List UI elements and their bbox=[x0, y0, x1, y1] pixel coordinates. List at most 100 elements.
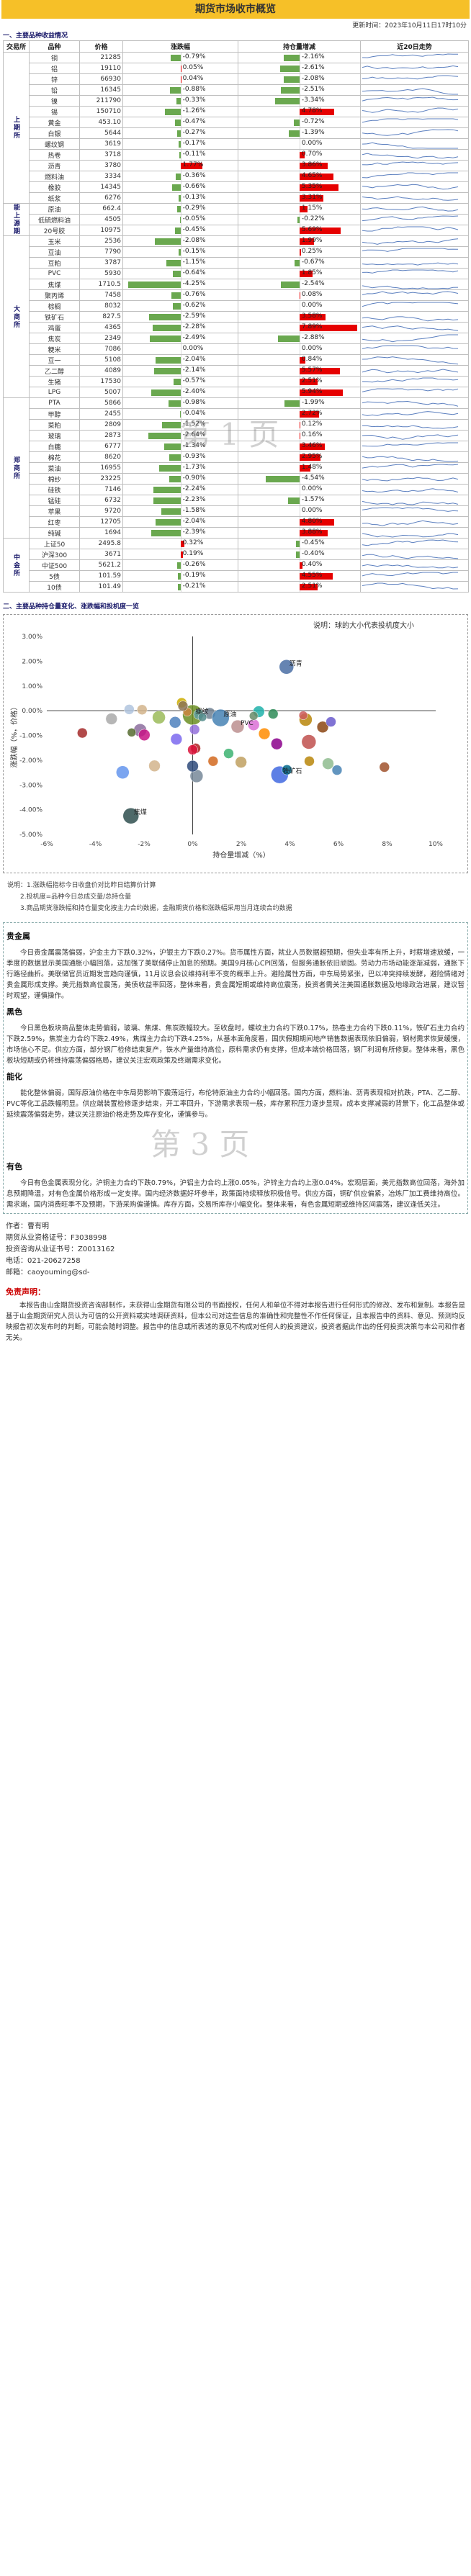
open-interest-cell: 1.48% bbox=[238, 462, 361, 474]
sparkline-path bbox=[362, 582, 459, 590]
y-tick-label: 1.00% bbox=[22, 683, 42, 690]
sparkline-path bbox=[362, 377, 459, 382]
product-price: 8032 bbox=[79, 300, 123, 312]
change-cell: -0.27% bbox=[122, 127, 238, 139]
product-price: 2809 bbox=[79, 419, 123, 431]
text-nonferrous: 今日有色金属表现分化，沪铜主力合约下跌0.79%，沪铝主力合约上涨0.05%，沪… bbox=[6, 1179, 465, 1209]
table-row: 铁矿石 827.5 -2.59% 3.58% bbox=[4, 311, 469, 323]
sparkline bbox=[362, 184, 459, 189]
open-interest-cell: -1.39% bbox=[238, 127, 361, 139]
change-bar bbox=[169, 87, 181, 94]
chart-notes: 说明：1.涨跌幅指标今日收盘价对比昨日结算价计算 2.投机度=品种今日总成交量/… bbox=[0, 876, 471, 918]
product-price: 827.5 bbox=[79, 311, 123, 323]
open-interest-value: -2.88% bbox=[301, 334, 325, 341]
sparkline bbox=[362, 554, 459, 559]
product-name: 螺纹钢 bbox=[29, 138, 80, 150]
sparkline-path bbox=[362, 184, 459, 189]
change-value: -0.27% bbox=[182, 129, 206, 136]
x-tick-label: -2% bbox=[138, 841, 151, 848]
sparkline bbox=[362, 356, 459, 364]
open-interest-value: 4.65% bbox=[301, 172, 323, 179]
change-cell: -0.05% bbox=[122, 214, 238, 225]
product-name: 热卷 bbox=[29, 149, 80, 161]
change-bar bbox=[179, 152, 181, 158]
sparkline bbox=[362, 301, 459, 307]
change-value: -0.11% bbox=[182, 150, 206, 158]
change-value: -2.23% bbox=[182, 496, 206, 503]
open-interest-cell: 5.69% bbox=[238, 225, 361, 236]
open-interest-value: -4.54% bbox=[301, 474, 325, 482]
change-cell: -0.62% bbox=[122, 300, 238, 312]
change-value: -0.17% bbox=[182, 140, 206, 147]
bubble-point bbox=[177, 701, 189, 711]
trend-cell bbox=[360, 343, 469, 355]
product-name: 菜粕 bbox=[29, 419, 80, 431]
open-interest-cell: -2.88% bbox=[238, 333, 361, 344]
table-row: 棕榈 8032 -0.62% 0.00% bbox=[4, 300, 469, 312]
author-email[interactable]: 邮箱：caoyouming@sd- bbox=[6, 1269, 90, 1276]
trend-cell bbox=[360, 149, 469, 161]
sparkline-path bbox=[362, 153, 459, 158]
change-bar bbox=[180, 541, 184, 547]
table-row: PVC 5930 -0.64% 1.85% bbox=[4, 268, 469, 279]
col-change: 涨跌幅 bbox=[122, 40, 238, 53]
disclaimer: 免责声明： 本报告由山金期货投资咨询部制作，未获得山金期货有限公司的书面授权，任… bbox=[0, 1286, 471, 1343]
bubble-point bbox=[235, 756, 247, 768]
change-cell: -0.33% bbox=[122, 95, 238, 107]
trend-cell bbox=[360, 538, 469, 549]
product-name: 燃料油 bbox=[29, 171, 80, 182]
change-value: -0.15% bbox=[182, 248, 206, 255]
bubble-label: PVC bbox=[241, 720, 254, 727]
sparkline bbox=[362, 315, 459, 321]
trend-cell bbox=[360, 63, 469, 74]
product-name: 鸡蛋 bbox=[29, 322, 80, 333]
open-interest-cell: 4.80% bbox=[238, 516, 361, 528]
open-interest-cell: 1.99% bbox=[238, 235, 361, 247]
change-bar bbox=[151, 389, 181, 396]
bubble-point bbox=[170, 733, 183, 745]
open-interest-cell: 0.84% bbox=[238, 354, 361, 366]
open-interest-value: -0.22% bbox=[301, 215, 325, 222]
product-price: 211790 bbox=[79, 95, 123, 107]
table-row: 生猪 17530 -0.57% 2.51% bbox=[4, 376, 469, 387]
open-interest-cell: -0.45% bbox=[238, 538, 361, 549]
bubble-point bbox=[279, 659, 295, 675]
sparkline-path bbox=[362, 315, 459, 321]
product-price: 17530 bbox=[79, 376, 123, 387]
open-interest-cell: 0.16% bbox=[238, 430, 361, 441]
change-cell: -1.15% bbox=[122, 257, 238, 269]
sparkline-path bbox=[362, 325, 459, 331]
product-name: 锡 bbox=[29, 106, 80, 117]
bubble-point bbox=[207, 756, 219, 767]
product-name: 棉纱 bbox=[29, 473, 80, 485]
open-interest-cell: 2.51% bbox=[238, 376, 361, 387]
open-interest-value: 0.00% bbox=[301, 507, 323, 514]
open-interest-cell: -0.40% bbox=[238, 549, 361, 560]
sparkline bbox=[362, 172, 458, 178]
product-price: 4505 bbox=[79, 214, 123, 225]
trend-cell bbox=[360, 527, 469, 539]
open-interest-value: -3.34% bbox=[301, 96, 325, 104]
x-axis-label: 持仓量增减（%） bbox=[212, 850, 270, 860]
sparkline-path bbox=[362, 456, 459, 461]
open-interest-bar bbox=[280, 282, 300, 288]
trend-cell bbox=[360, 106, 469, 117]
change-bar bbox=[177, 584, 181, 590]
trend-cell bbox=[360, 559, 469, 571]
product-price: 662.4 bbox=[79, 203, 123, 215]
change-bar bbox=[180, 163, 202, 169]
table-row: 热卷 3718 -0.11% 0.70% bbox=[4, 149, 469, 161]
bubble-point bbox=[230, 719, 245, 734]
change-value: -0.29% bbox=[182, 204, 206, 212]
change-value: -1.58% bbox=[182, 507, 206, 514]
product-name: 上证50 bbox=[29, 538, 80, 549]
product-price: 16955 bbox=[79, 462, 123, 474]
bubble-point bbox=[187, 744, 198, 755]
sparkline-path bbox=[362, 500, 459, 505]
change-bar bbox=[159, 465, 181, 472]
section2-title: 二、主要品种持仓量变化、涨跌幅和投机度一览 bbox=[3, 603, 140, 611]
x-tick-label: 6% bbox=[333, 841, 344, 848]
open-interest-value: 0.16% bbox=[301, 431, 323, 438]
y-tick-label: -4.00% bbox=[19, 807, 42, 814]
change-bar bbox=[176, 174, 181, 180]
